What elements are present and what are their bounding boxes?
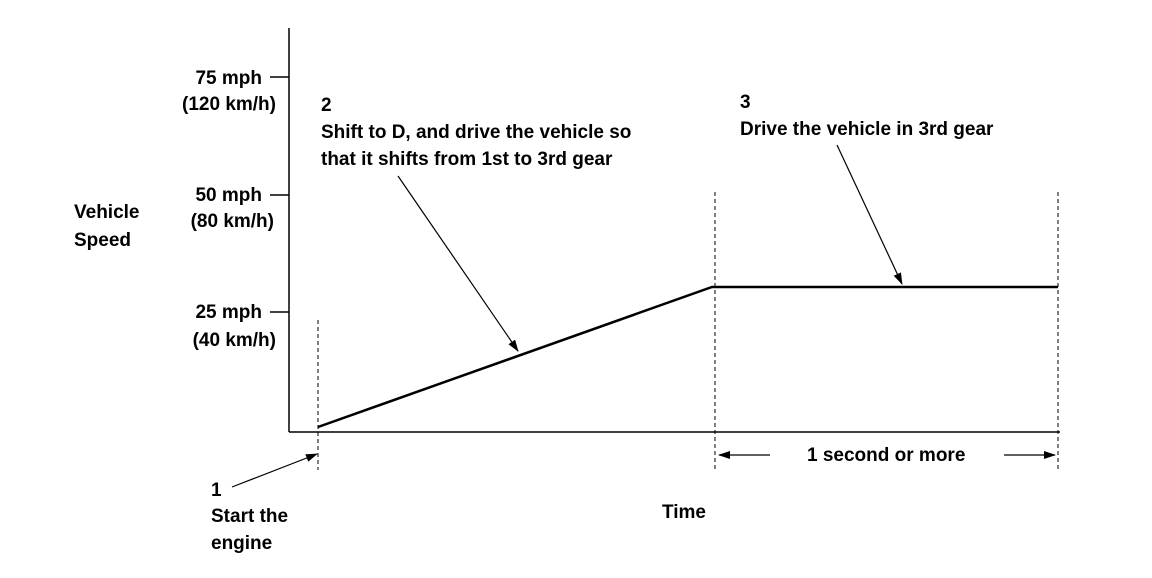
step-2-text-line-1: Shift to D, and drive the vehicle so bbox=[321, 122, 631, 143]
step-1-text-line-1: Start the bbox=[211, 506, 288, 527]
tick-label-25-kmh: (40 km/h) bbox=[193, 330, 276, 351]
y-axis-label-line-2: Speed bbox=[74, 230, 131, 251]
step-3-number: 3 bbox=[740, 92, 751, 113]
y-axis-label-line-1: Vehicle bbox=[74, 202, 140, 223]
step-2-arrow bbox=[397, 175, 519, 352]
speed-profile-line bbox=[317, 285, 1058, 429]
tick-label-25-mph: 25 mph bbox=[195, 302, 262, 323]
tick-label-50-mph: 50 mph bbox=[195, 185, 262, 206]
step-1-number: 1 bbox=[211, 480, 222, 501]
step-1-arrow bbox=[231, 453, 318, 488]
tick-label-50-kmh: (80 km/h) bbox=[191, 211, 274, 232]
duration-label: 1 second or more bbox=[807, 445, 965, 466]
step-3-arrow bbox=[836, 144, 903, 285]
step-2-number: 2 bbox=[321, 95, 332, 116]
step-2-text-line-2: that it shifts from 1st to 3rd gear bbox=[321, 149, 613, 170]
tick-label-75-kmh: (120 km/h) bbox=[182, 94, 276, 115]
step-3-text-line-1: Drive the vehicle in 3rd gear bbox=[740, 119, 994, 140]
step-1-text-line-2: engine bbox=[211, 533, 272, 554]
x-axis-label: Time bbox=[662, 502, 706, 523]
tick-label-75-mph: 75 mph bbox=[195, 68, 262, 89]
